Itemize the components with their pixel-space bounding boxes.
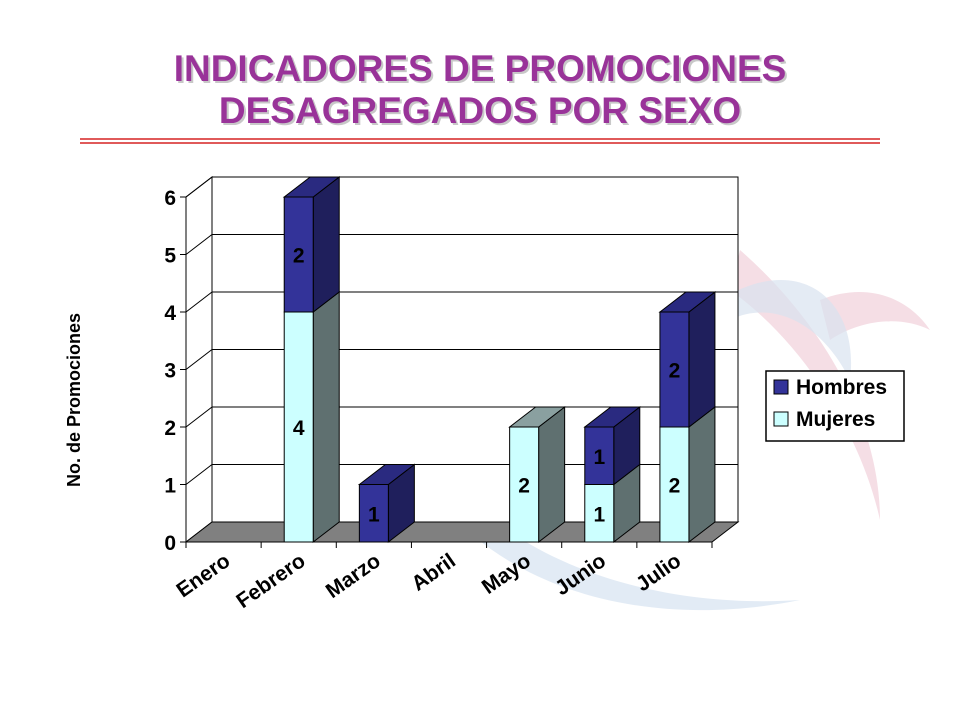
bar-segment-hombres [358,484,389,543]
gridline [185,234,738,255]
chart-floor [184,521,740,543]
bar-segment-hombres [659,311,690,428]
legend-swatch-hombres [773,379,789,395]
y-axis: 0 1 2 3 4 5 6 [164,187,187,555]
bar-segment-hombres [584,426,615,485]
x-tick-label: Febrero [232,549,309,613]
x-tick-label: Julio [632,549,685,596]
gridline [185,291,738,313]
bar-segment-mujeres [283,311,314,543]
legend-swatch-mujeres [773,411,789,427]
y-tick-label: 0 [164,532,176,555]
bar-julio: 22 [658,290,717,544]
swoosh-red-small [820,291,930,340]
data-label-hombres: 1 [593,446,605,469]
y-tick-label: 5 [164,245,176,268]
bar-junio: 11 [583,405,642,544]
data-label-mujeres: 2 [518,475,530,498]
y-axis-label: No. de Promociones [64,313,84,487]
data-label-hombres: 2 [293,245,305,268]
bar-side-mujeres [312,290,340,544]
y-tick-label: 3 [164,360,176,383]
swoosh-blue-small [720,279,852,380]
gridline [185,349,738,370]
swoosh-red [730,250,880,520]
bar-marzo: 1 [357,463,416,544]
y-tick-label: 2 [164,417,176,440]
title-divider-bottom [80,142,880,144]
x-tick-label: Marzo [322,549,385,603]
x-tick-label: Enero [172,549,234,602]
legend-label-mujeres: Mujeres [796,408,875,431]
y-tick-label: 1 [164,475,176,498]
data-label-mujeres: 4 [293,417,305,440]
data-label-mujeres: 2 [669,475,681,498]
floor [184,521,740,543]
bar-side-mujeres [688,405,716,544]
legend-label-hombres: Hombres [796,376,887,399]
bar-segment-mujeres [659,426,690,543]
bar-side-hombres [688,290,716,429]
bar-segment-mujeres [509,426,540,543]
bar-side-mujeres [538,405,566,544]
legend-box [765,370,905,442]
data-label-hombres: 2 [669,360,681,383]
gridline [185,176,738,198]
bar-febrero: 42 [282,175,341,544]
slide-title-line-1: INDICADORES DE PROMOCIONES [173,48,787,89]
bar-segment-hombres [283,196,314,313]
slide-title-line-2: DESAGREGADOS POR SEXO [218,90,742,131]
y-tick-label: 6 [164,187,176,210]
data-label-mujeres: 1 [593,503,605,526]
bar-side-hombres [312,175,340,314]
x-tick-label: Abril [407,549,459,595]
data-label-hombres: 1 [368,503,380,526]
chart-legend: Hombres Mujeres [765,370,905,442]
chart-walls [185,175,739,544]
y-tick-label: 4 [164,302,176,325]
bar-segment-mujeres [584,484,615,543]
title-divider-top [80,138,880,140]
bar-mayo: 2 [508,405,567,544]
